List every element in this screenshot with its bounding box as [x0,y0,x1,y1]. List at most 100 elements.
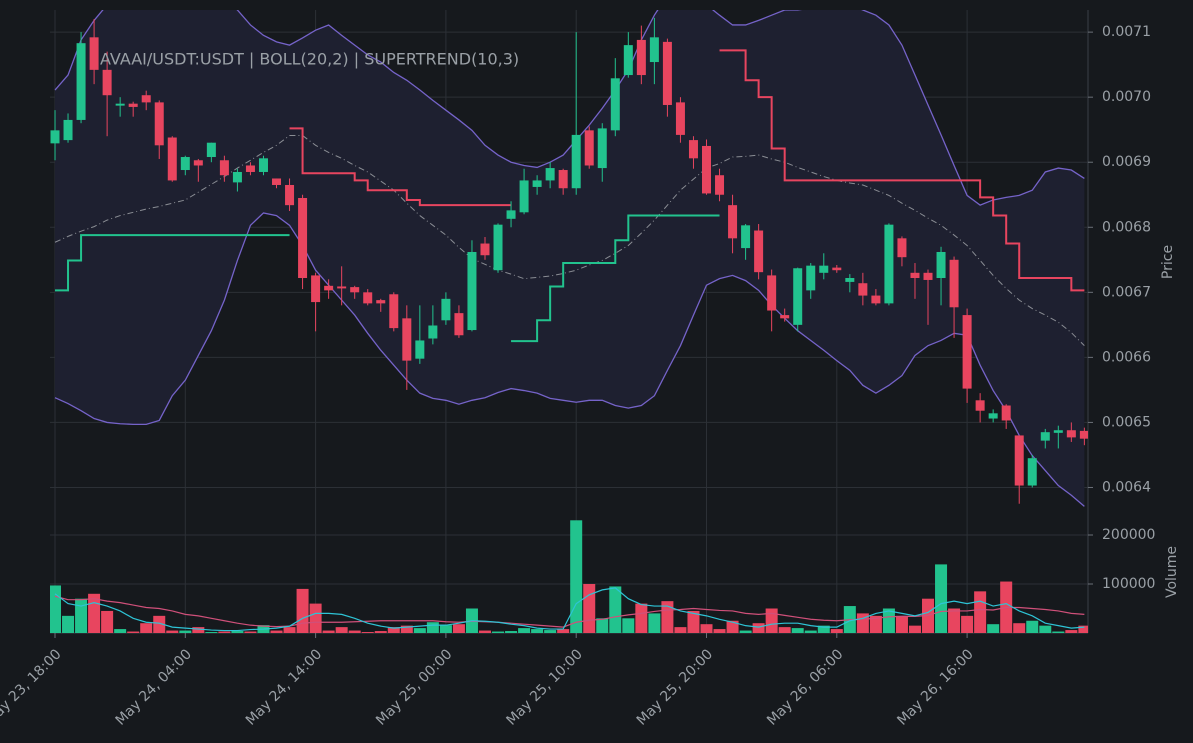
volume-bar [505,631,518,633]
candle-body [845,278,855,282]
candle-body [50,130,60,144]
candle-body [923,272,933,280]
candle-body [571,134,581,189]
candle-body [871,295,881,304]
volume-bar [882,608,895,633]
candle-body [298,197,308,279]
volume-bar [935,564,948,633]
volume-bar [231,631,244,633]
y-tick-label: 0.0071 [1102,24,1151,40]
candle-body [167,137,177,181]
y-tick-label: 100000 [1102,576,1155,592]
x-tick-label: May 25, 10:00 [504,646,586,728]
candle-body [415,340,425,359]
candle-body [1053,430,1063,433]
candle-body [532,180,542,187]
candle-body [128,103,138,107]
candle-body [897,238,907,258]
volume-bar [1052,631,1065,633]
candle-body [688,140,698,159]
candle-body [102,69,112,96]
candle-body [949,259,959,308]
x-tick-label: May 25, 00:00 [373,646,455,728]
volume-bar [75,598,88,633]
volume-bar [557,629,570,633]
volume-bar [791,628,804,633]
y-axis-label: Volume [1164,546,1180,598]
volume-bar [778,627,791,633]
volume-bar [895,615,908,633]
bollinger-fill [55,10,1085,507]
candle-body [780,315,790,319]
volume-bar [50,585,61,633]
candle-body [662,41,672,105]
candle-body [272,178,282,185]
candle-body [558,170,568,189]
y-tick-label: 0.0064 [1102,479,1151,495]
bollinger-upper [54,10,1085,206]
candle-body [363,292,373,304]
volume-bar [179,630,192,633]
candle-body [350,287,360,293]
candle-body [467,251,477,331]
volume-bar [1026,620,1039,633]
candle-body [63,119,73,141]
candle-body [610,78,620,131]
volume-bar [270,630,283,633]
candle-body [206,142,216,158]
candle-body [1040,432,1050,441]
candle-body [832,267,842,271]
volume-bar [987,624,1000,633]
candle-body [311,275,321,303]
x-tick-label: May 24, 14:00 [243,646,325,728]
volume-bar [492,631,505,633]
candle-body [493,224,503,271]
x-tick-label: May 25, 20:00 [634,646,716,728]
candle-body [675,102,685,135]
x-tick-label: May 26, 16:00 [894,646,976,728]
candle-body [988,413,998,419]
volume-bar [830,629,843,633]
volume-bar [739,630,752,633]
candle-body [728,205,738,239]
candle-body [754,230,764,273]
candle-body [506,210,516,219]
candle-body [767,275,777,311]
candle-body [936,251,946,279]
volume-bar [127,631,140,633]
volume-bar [804,630,817,633]
candle-body [636,39,646,76]
candle-body [232,171,242,183]
volume-bar [700,624,713,633]
candle-body [89,37,99,70]
candle-body [1014,435,1024,486]
volume-bar [531,629,544,633]
volume-bar [166,630,179,633]
candle-body [219,160,229,176]
candle-body [806,265,816,291]
volume-bar [674,627,687,633]
volume-ma [54,595,1085,628]
candle-body [884,224,894,304]
volume-bar [335,627,348,633]
candle-body [180,157,190,171]
candle-body [1066,430,1076,438]
volume-bar [153,615,166,633]
volume-bar [322,630,335,633]
volume-bar [687,610,700,633]
supertrend-down [289,49,1085,292]
candle-body [389,294,399,329]
candle-body [702,145,711,194]
volume-bar [387,627,400,633]
volume-bar [374,631,387,633]
candle-body [324,285,334,291]
volume-bar [309,603,322,633]
candle-body [741,225,751,249]
volume-bar [544,630,557,633]
volume-ma [54,587,1085,632]
volume-bar [439,625,452,633]
volume-bar [622,618,635,633]
candle-body [519,180,529,213]
candle-body [649,37,659,63]
volume-bar [974,591,987,633]
